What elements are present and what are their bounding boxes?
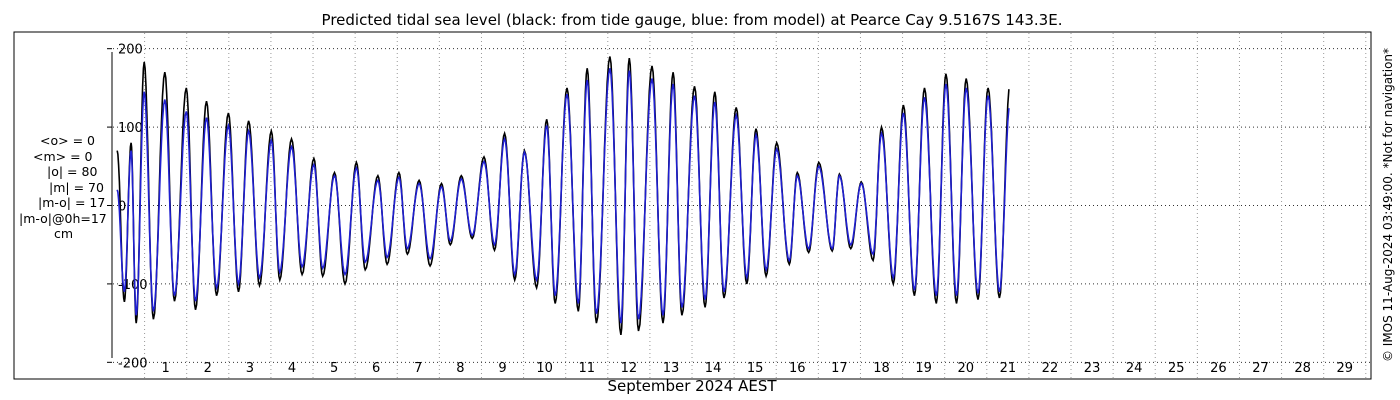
x-tick-label: 25 bbox=[1168, 361, 1185, 376]
x-tick-label: 19 bbox=[915, 361, 932, 376]
x-tick-label: 11 bbox=[578, 361, 595, 376]
x-tick-label: 1 bbox=[161, 361, 169, 376]
series-layer bbox=[116, 56, 1010, 336]
x-tick-label: 13 bbox=[663, 361, 680, 376]
x-tick-label: 2 bbox=[204, 361, 212, 376]
x-tick-label: 8 bbox=[456, 361, 464, 376]
y-tick-label: -200 bbox=[118, 356, 148, 371]
x-tick-label: 16 bbox=[789, 361, 806, 376]
stat-mean-model: <m> = 0 bbox=[33, 148, 93, 164]
x-tick-label: 4 bbox=[288, 361, 296, 376]
x-tick-label: 29 bbox=[1336, 361, 1353, 376]
y-tick-label: 0 bbox=[118, 200, 126, 215]
x-tick-label: 12 bbox=[621, 361, 638, 376]
x-tick-label: 23 bbox=[1084, 361, 1101, 376]
stat-abs-obs: |o| = 80 bbox=[47, 164, 98, 179]
series-line-model bbox=[116, 68, 1010, 324]
x-tick-label: 15 bbox=[747, 361, 764, 376]
x-tick-label: 7 bbox=[414, 361, 422, 376]
x-tick-label: 27 bbox=[1252, 361, 1269, 376]
x-tick-label: 14 bbox=[705, 361, 722, 376]
y-tick-label: 200 bbox=[118, 43, 143, 58]
x-tick-label: 24 bbox=[1126, 361, 1143, 376]
stat-abs-diff-0h: |m-o|@0h=17 bbox=[19, 210, 107, 226]
y-tick-label: 100 bbox=[118, 121, 143, 136]
x-tick-label: 3 bbox=[246, 361, 254, 376]
x-tick-label: 10 bbox=[536, 361, 553, 376]
stat-mean-obs: <o> = 0 bbox=[40, 133, 95, 148]
stat-abs-model: |m| = 70 bbox=[49, 179, 104, 195]
x-tick-label: 18 bbox=[873, 361, 890, 376]
x-tick-label: 28 bbox=[1294, 361, 1311, 376]
x-tick-label: 9 bbox=[498, 361, 506, 376]
x-tick-label: 17 bbox=[831, 361, 848, 376]
x-tick-group: 1 2 3 4 5 6 7 8 9 10 11 12 13 14 15 16 17 18 19 20 21 22 23 24 2… bbox=[161, 361, 1353, 376]
stats-panel: <o> = 0 <m> = 0 |o| = 80 |m| = 70 |m-o| … bbox=[16, 133, 111, 242]
x-tick-label: 26 bbox=[1210, 361, 1227, 376]
x-tick-label: 21 bbox=[1000, 361, 1017, 376]
x-tick-label: 22 bbox=[1042, 361, 1059, 376]
x-axis-label: September 2024 AEST bbox=[607, 377, 777, 395]
x-tick-label: 6 bbox=[372, 361, 380, 376]
chart-title: Predicted tidal sea level (black: from t… bbox=[322, 11, 1063, 29]
x-tick-label: 5 bbox=[330, 361, 338, 376]
stat-units: cm bbox=[54, 226, 74, 241]
stat-abs-diff: |m-o| = 17 bbox=[38, 195, 106, 210]
side-note: © IMOS 11-Aug-2024 03:49:00. *Not for na… bbox=[1381, 48, 1395, 362]
x-tick-label: 20 bbox=[957, 361, 974, 376]
